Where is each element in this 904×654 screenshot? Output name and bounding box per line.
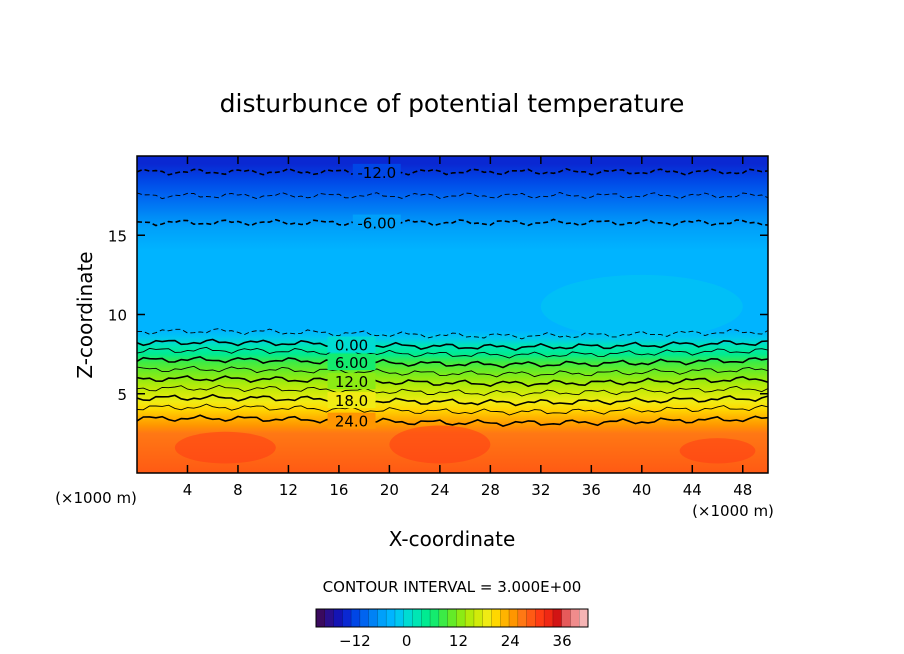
contour-label-0: -12.0 <box>357 164 396 182</box>
x-unit-left: (×1000 m) <box>55 489 137 507</box>
chart-title: disturbunce of potential temperature <box>220 89 685 118</box>
contour-line-0 <box>137 167 768 176</box>
colorbar-gradient <box>315 608 589 628</box>
x-tick-label-7: 32 <box>531 481 550 499</box>
contour-label-bg-2 <box>327 336 376 353</box>
y-tick-label-1: 10 <box>108 307 127 325</box>
x-tick-label-11: 48 <box>733 481 752 499</box>
contour-label-bg-6 <box>327 412 376 429</box>
contour-line-4 <box>137 338 768 351</box>
contour-label-1: -6.00 <box>357 215 396 233</box>
y-tick-label-0: 5 <box>117 386 127 404</box>
colorbar-tick-label-3: 24 <box>501 632 520 650</box>
contour-label-bg-1 <box>352 214 401 231</box>
contour-line-12 <box>137 414 768 427</box>
field-feature-1 <box>540 274 743 339</box>
colorbar-tick-label-2: 12 <box>449 632 468 650</box>
contour-label-5: 18.0 <box>335 392 368 410</box>
x-tick-label-1: 8 <box>233 481 243 499</box>
contour-line-10 <box>137 393 768 407</box>
contour-label-bg-3 <box>327 354 376 371</box>
contour-line-11 <box>137 403 768 416</box>
x-tick-label-4: 20 <box>380 481 399 499</box>
colorbar-tick-label-1: 0 <box>402 632 412 650</box>
contour-line-6 <box>137 355 768 369</box>
contour-label-3: 6.00 <box>335 354 368 372</box>
colorbar-tick-label-4: 36 <box>553 632 572 650</box>
colorbar: −12 0 12 24 36 <box>315 608 589 650</box>
contour-line-7 <box>137 365 768 378</box>
contour-line-1 <box>137 192 768 200</box>
contour-line-8 <box>137 375 768 388</box>
x-tick-label-6: 28 <box>481 481 500 499</box>
x-unit-right: (×1000 m) <box>692 502 774 520</box>
contour-lines <box>137 167 768 427</box>
plot-area <box>137 156 768 473</box>
field-feature-3 <box>389 425 491 464</box>
field-feature-2 <box>174 431 276 464</box>
x-tick-label-2: 12 <box>279 481 298 499</box>
field-features <box>174 255 756 464</box>
x-tick-label-9: 40 <box>632 481 651 499</box>
x-tick-label-5: 24 <box>430 481 449 499</box>
contour-line-9 <box>137 384 768 397</box>
x-tick-label-3: 16 <box>329 481 348 499</box>
x-axis-label: X-coordinate <box>389 527 516 551</box>
contour-label-6: 24.0 <box>335 413 368 431</box>
x-tick-label-8: 36 <box>582 481 601 499</box>
y-axis-label: Z-coordinate <box>73 251 97 378</box>
contour-interval-label: CONTOUR INTERVAL = 3.000E+00 <box>323 578 582 596</box>
x-tick-label-10: 44 <box>683 481 702 499</box>
field-feature-0 <box>288 255 592 326</box>
y-tick-label-2: 15 <box>108 227 127 245</box>
contour-label-bg-5 <box>327 392 376 409</box>
contour-label-bg-0 <box>352 163 401 180</box>
contour-label-2: 0.00 <box>335 337 368 355</box>
colorbar-tick-label-0: −12 <box>339 632 371 650</box>
contour-label-4: 12.0 <box>335 373 368 391</box>
contour-line-5 <box>137 346 768 359</box>
x-tick-label-0: 4 <box>183 481 193 499</box>
contour-line-3 <box>137 328 768 340</box>
contour-label-bg-4 <box>327 373 376 390</box>
contour-line-2 <box>137 218 768 227</box>
field-feature-4 <box>679 438 756 464</box>
